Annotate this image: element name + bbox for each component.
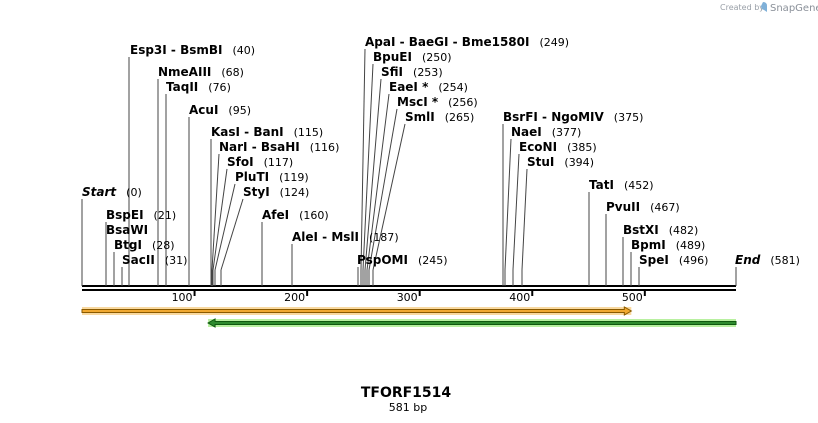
site-label: BspEI (21) xyxy=(106,208,176,222)
site-label: BsaWI xyxy=(106,223,148,237)
site-label: NmeAIII (68) xyxy=(158,65,244,79)
site-line-styi xyxy=(220,198,244,271)
features xyxy=(81,306,737,328)
site-label: KasI - BanI (115) xyxy=(211,125,323,139)
site-label: BtgI (28) xyxy=(114,238,175,252)
site-line-apai xyxy=(360,48,366,271)
backbone xyxy=(82,285,736,291)
site-line-naei xyxy=(504,138,512,271)
site-label: PluTI (119) xyxy=(235,170,309,184)
site-line-stui xyxy=(521,168,528,271)
site-label: SfiI (253) xyxy=(381,65,443,79)
site-line-sfoi xyxy=(212,168,228,271)
ruler: 100 200 300 400 500 xyxy=(172,290,646,304)
site-label: BsrFI - NgoMIV (375) xyxy=(503,110,643,124)
site-label: BpuEI (250) xyxy=(373,50,452,64)
site-label: PspOMI (245) xyxy=(357,253,448,267)
site-line-eaei xyxy=(366,93,390,271)
snapgene-logo-icon xyxy=(761,2,767,12)
reverse-feature-arrow[interactable] xyxy=(207,318,737,328)
ruler-tick-label: 200 xyxy=(284,291,305,304)
site-label: AfeI (160) xyxy=(262,208,329,222)
ruler-tick-label: 300 xyxy=(397,291,418,304)
ruler-tick-label: 500 xyxy=(622,291,643,304)
site-label: SmlI (265) xyxy=(405,110,474,124)
site-label: MscI * (256) xyxy=(397,95,478,109)
forward-feature-arrow[interactable] xyxy=(81,306,633,316)
site-label: EaeI * (254) xyxy=(389,80,468,94)
snapgene-label: SnapGene xyxy=(770,3,818,14)
site-label: SpeI (496) xyxy=(639,253,708,267)
site-label: TaqII (76) xyxy=(166,80,231,94)
site-line-msci xyxy=(368,108,398,271)
site-line-smli xyxy=(372,123,406,271)
site-lines xyxy=(81,48,737,286)
site-label: Esp3I - BsmBI (40) xyxy=(130,43,255,57)
site-labels: Start (0) End (581) Esp3I - BsmBI (40) NmeA… xyxy=(82,35,800,267)
end-label-end: End (581) xyxy=(735,253,800,267)
site-label: StyI (124) xyxy=(243,185,309,199)
sequence-length: 581 bp xyxy=(389,401,427,414)
site-line-sfii xyxy=(364,78,382,271)
site-line-econi xyxy=(512,153,520,271)
site-label: NarI - BsaHI (116) xyxy=(219,140,339,154)
site-label: PvuII (467) xyxy=(606,200,680,214)
sequence-name: TFORF1514 xyxy=(361,385,452,401)
site-label: AcuI (95) xyxy=(189,103,251,117)
site-label: NaeI (377) xyxy=(511,125,581,139)
site-label: BpmI (489) xyxy=(631,238,705,252)
site-line-nari xyxy=(211,153,220,271)
ruler-tick-label: 100 xyxy=(172,291,193,304)
site-line-pluti xyxy=(214,183,236,271)
site-label: TatI (452) xyxy=(589,178,654,192)
created-by-label: Created by xyxy=(720,3,764,12)
site-label: SfoI (117) xyxy=(227,155,293,169)
site-label: StuI (394) xyxy=(527,155,594,169)
site-label: ApaI - BaeGI - Bme1580I (249) xyxy=(365,35,569,49)
site-line-bpuei xyxy=(362,63,374,271)
site-label: AleI - MslI (187) xyxy=(292,230,399,244)
end-label-start: Start (0) xyxy=(82,185,142,199)
site-label: SacII (31) xyxy=(122,253,187,267)
site-label: EcoNI (385) xyxy=(519,140,597,154)
ruler-tick-label: 400 xyxy=(509,291,530,304)
site-label: BstXI (482) xyxy=(623,223,698,237)
